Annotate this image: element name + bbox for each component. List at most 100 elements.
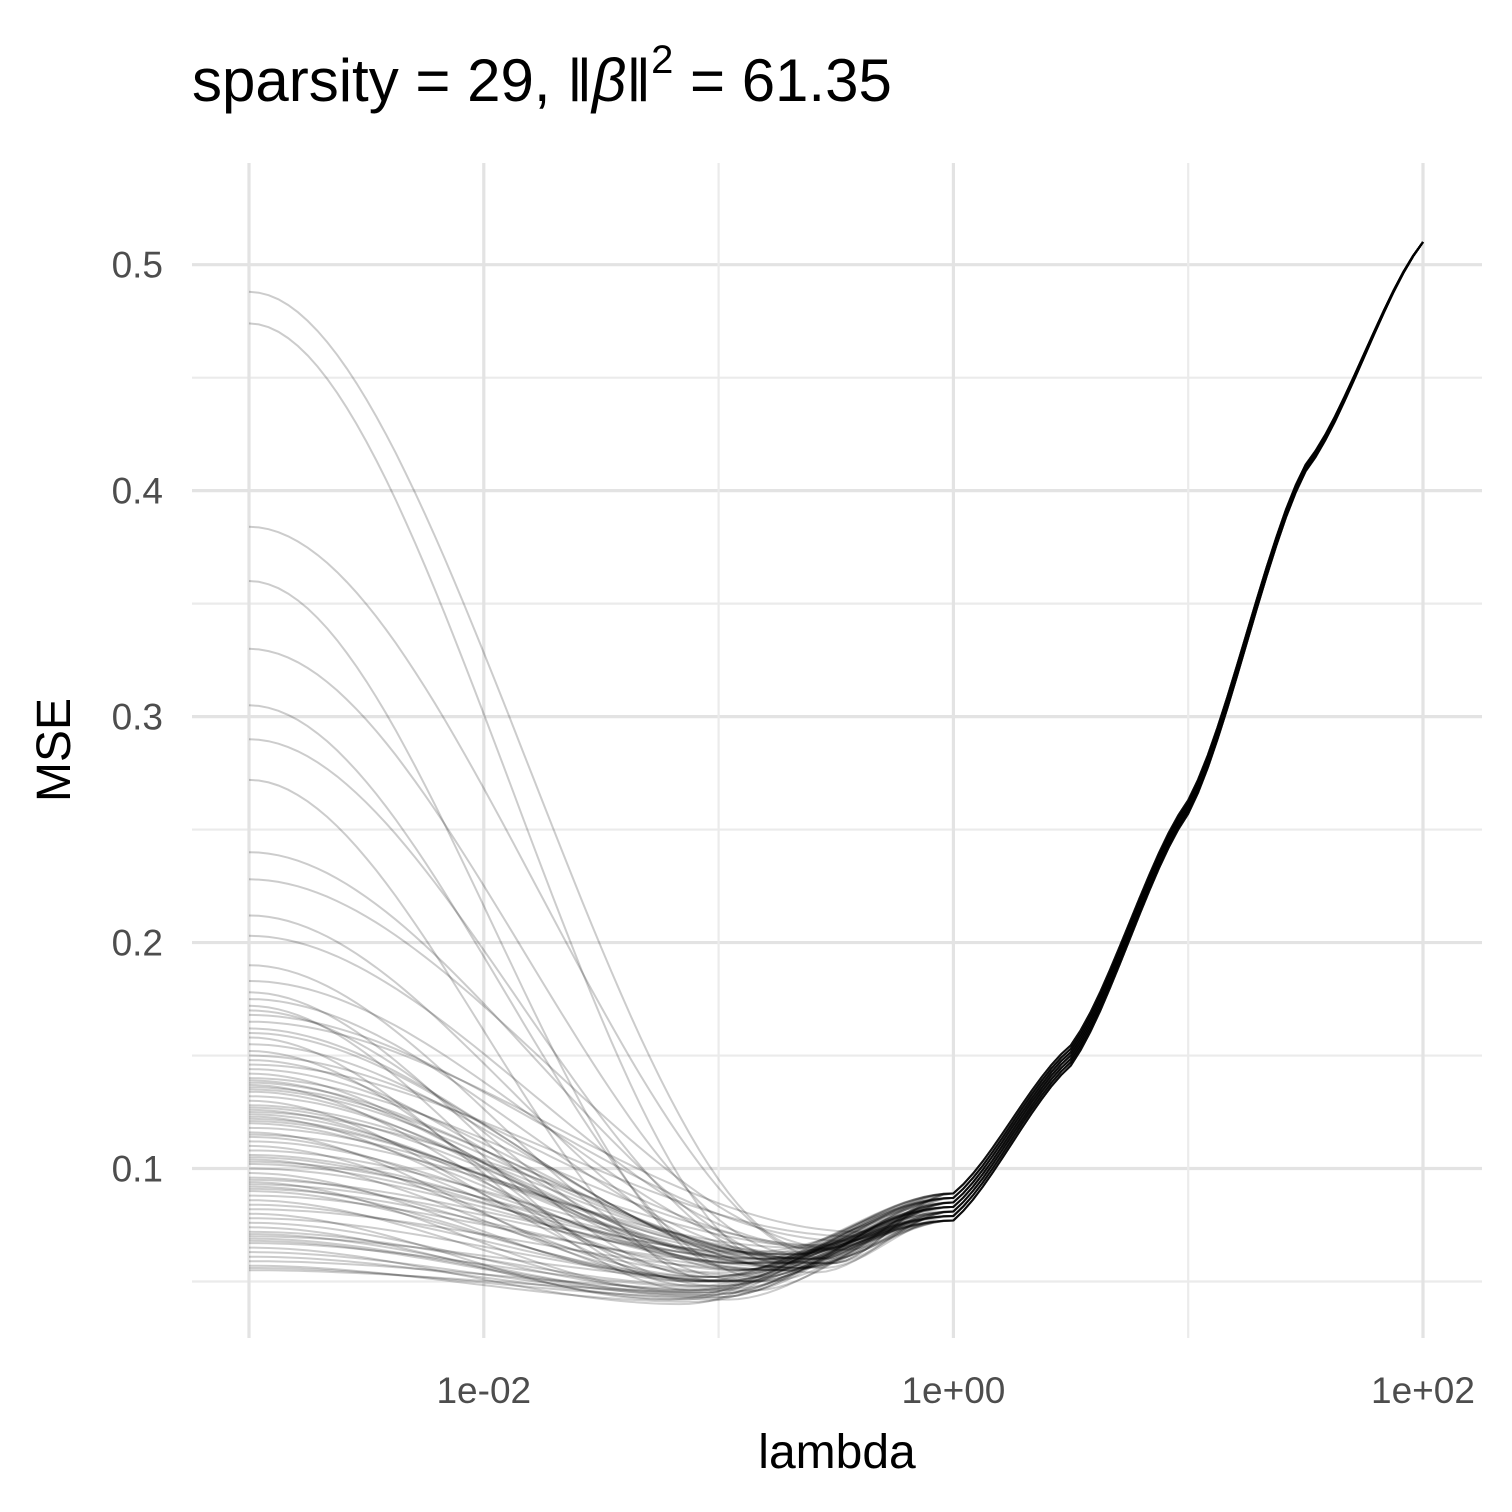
series-line bbox=[248, 241, 1424, 1265]
series-line bbox=[248, 241, 1424, 1251]
x-tick-label: 1e+02 bbox=[1371, 1370, 1475, 1411]
series-line bbox=[248, 241, 1424, 1283]
series-line bbox=[249, 241, 1424, 1290]
grid bbox=[192, 163, 1482, 1338]
series-line bbox=[248, 241, 1424, 1242]
series-line bbox=[248, 241, 1424, 1292]
series-line bbox=[248, 241, 1424, 1272]
series-line bbox=[248, 241, 1424, 1283]
series-line bbox=[248, 241, 1424, 1256]
series-line bbox=[248, 241, 1424, 1287]
series-line bbox=[249, 241, 1424, 1299]
series-line bbox=[248, 241, 1424, 1251]
title-norm-exponent: 2 bbox=[651, 38, 673, 82]
series-line bbox=[248, 241, 1424, 1247]
x-axis-title: lambda bbox=[758, 1426, 916, 1479]
y-axis-title: MSE bbox=[28, 698, 81, 802]
series-line bbox=[248, 241, 1424, 1283]
series-line bbox=[248, 241, 1424, 1279]
x-tick-label: 1e-02 bbox=[436, 1370, 531, 1411]
series-line bbox=[248, 241, 1424, 1288]
series-line bbox=[248, 241, 1424, 1269]
series-line bbox=[248, 241, 1424, 1292]
y-tick-label: 0.4 bbox=[112, 471, 163, 512]
series-line bbox=[248, 241, 1424, 1265]
x-tick-label: 1e+00 bbox=[901, 1370, 1005, 1411]
series-line bbox=[248, 241, 1424, 1251]
series-line bbox=[249, 241, 1424, 1260]
series-line bbox=[248, 241, 1424, 1265]
norm-bar-left: ‖ bbox=[567, 47, 592, 114]
series-line bbox=[248, 241, 1424, 1265]
series-line bbox=[248, 241, 1424, 1249]
series-line bbox=[248, 241, 1424, 1269]
series-line bbox=[248, 241, 1424, 1254]
series-line bbox=[248, 241, 1424, 1256]
series-line bbox=[248, 241, 1424, 1272]
series-line bbox=[248, 241, 1424, 1279]
series-line bbox=[248, 241, 1424, 1306]
series-line bbox=[248, 241, 1424, 1279]
series-lines bbox=[248, 241, 1424, 1306]
series-line bbox=[248, 241, 1424, 1301]
series-line bbox=[249, 241, 1424, 1294]
series-line bbox=[248, 241, 1424, 1260]
chart-title: sparsity = 29, ‖β‖2 = 61.35 bbox=[192, 38, 892, 114]
series-line bbox=[248, 241, 1424, 1269]
series-line bbox=[248, 241, 1424, 1260]
y-tick-label: 0.1 bbox=[112, 1149, 163, 1190]
series-line bbox=[248, 241, 1424, 1283]
series-line bbox=[248, 241, 1424, 1233]
series-line bbox=[248, 241, 1424, 1283]
series-line bbox=[248, 241, 1424, 1301]
series-line bbox=[248, 241, 1424, 1260]
series-line bbox=[248, 241, 1424, 1297]
series-line bbox=[248, 241, 1424, 1269]
series-line bbox=[248, 241, 1424, 1247]
series-line bbox=[248, 241, 1424, 1272]
series-line bbox=[248, 241, 1424, 1283]
series-line bbox=[248, 241, 1424, 1249]
series-line bbox=[248, 241, 1424, 1256]
series-line bbox=[248, 241, 1424, 1283]
series-line bbox=[248, 241, 1424, 1274]
series-line bbox=[248, 241, 1424, 1260]
series-line bbox=[248, 241, 1424, 1260]
series-line bbox=[248, 241, 1424, 1254]
series-line bbox=[248, 241, 1424, 1279]
series-line bbox=[248, 241, 1424, 1276]
series-line bbox=[248, 241, 1424, 1283]
series-line bbox=[248, 241, 1424, 1283]
tick-labels: 0.1 0.2 0.3 0.4 0.5 1e-02 1e+00 1e+02 bbox=[112, 245, 1475, 1411]
series-line bbox=[249, 241, 1424, 1265]
series-line bbox=[249, 241, 1424, 1292]
series-line bbox=[248, 241, 1424, 1260]
series-line bbox=[248, 241, 1424, 1260]
y-tick-label: 0.5 bbox=[112, 245, 163, 286]
series-line bbox=[248, 241, 1424, 1256]
series-line bbox=[248, 241, 1424, 1265]
y-tick-label: 0.2 bbox=[112, 923, 163, 964]
series-line bbox=[248, 241, 1424, 1269]
series-line bbox=[248, 241, 1424, 1294]
series-line bbox=[248, 241, 1424, 1265]
series-line bbox=[248, 241, 1424, 1265]
series-line bbox=[249, 241, 1424, 1303]
series-line bbox=[248, 241, 1424, 1292]
series-line bbox=[249, 241, 1424, 1297]
series-line bbox=[248, 241, 1424, 1265]
series-line bbox=[248, 241, 1424, 1265]
title-norm-symbol: β bbox=[590, 47, 626, 114]
series-line bbox=[248, 241, 1424, 1238]
series-line bbox=[249, 241, 1424, 1272]
series-line bbox=[248, 241, 1424, 1272]
series-line bbox=[248, 241, 1424, 1272]
series-line bbox=[248, 241, 1424, 1288]
y-tick-label: 0.3 bbox=[112, 697, 163, 738]
series-line bbox=[248, 241, 1424, 1265]
series-line bbox=[248, 241, 1424, 1256]
series-line bbox=[249, 241, 1424, 1301]
series-line bbox=[248, 241, 1424, 1256]
series-line bbox=[248, 241, 1424, 1272]
